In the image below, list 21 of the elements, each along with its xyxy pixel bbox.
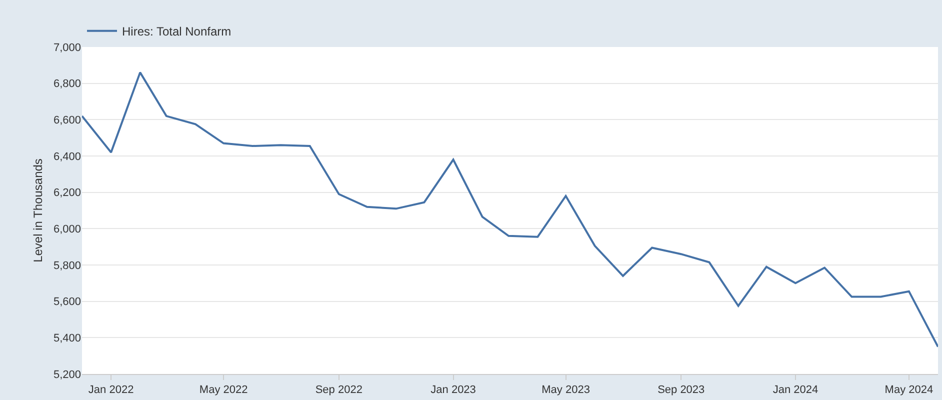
y-tick-label: 5,200 bbox=[53, 368, 81, 381]
y-tick-label: 6,200 bbox=[53, 187, 81, 200]
x-tick-label: May 2024 bbox=[884, 384, 934, 396]
y-tick-label: 5,800 bbox=[53, 260, 81, 272]
legend-label: Hires: Total Nonfarm bbox=[122, 24, 232, 39]
y-tick-label: 5,400 bbox=[53, 332, 81, 345]
y-axis-title: Level in Thousands bbox=[30, 158, 45, 262]
y-tick-label: 6,000 bbox=[53, 224, 81, 236]
x-tick-label: Sep 2022 bbox=[315, 384, 362, 396]
y-tick-label: 6,400 bbox=[53, 150, 81, 163]
x-tick-label: Jan 2024 bbox=[772, 384, 818, 396]
x-tick-label: Sep 2023 bbox=[658, 384, 705, 396]
y-tick-label: 5,600 bbox=[53, 296, 81, 308]
line-series bbox=[82, 71, 938, 348]
y-tick-label: 6,600 bbox=[53, 114, 81, 127]
y-tick-label: 7,000 bbox=[53, 42, 81, 54]
x-tick-label: May 2022 bbox=[199, 384, 248, 396]
x-tick-label: Jan 2022 bbox=[88, 384, 134, 396]
x-tick-label: Jan 2023 bbox=[430, 384, 476, 396]
x-tick-label: May 2023 bbox=[542, 384, 590, 396]
y-tick-label: 6,800 bbox=[53, 78, 81, 90]
